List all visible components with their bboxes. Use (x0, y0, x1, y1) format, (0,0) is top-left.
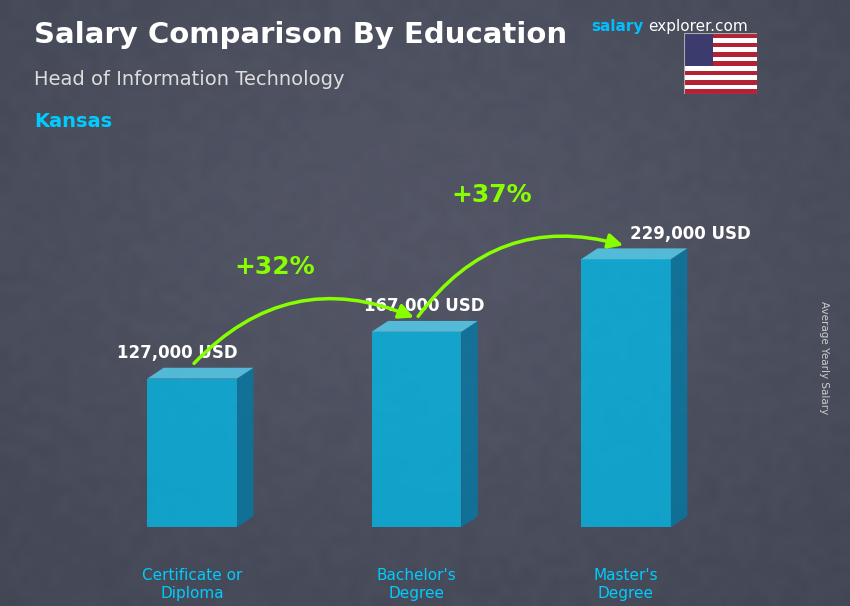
Bar (684, 33, 713, 66)
Bar (684, 85, 756, 89)
Text: explorer.com: explorer.com (649, 19, 748, 35)
Polygon shape (147, 368, 253, 379)
Polygon shape (581, 248, 688, 259)
Text: Master's
Degree: Master's Degree (593, 568, 658, 601)
Text: 167,000 USD: 167,000 USD (364, 298, 484, 315)
Bar (684, 89, 756, 94)
Text: 229,000 USD: 229,000 USD (630, 225, 751, 243)
Polygon shape (671, 248, 688, 527)
Bar (684, 52, 756, 56)
Polygon shape (371, 321, 478, 332)
Text: Salary Comparison By Education: Salary Comparison By Education (34, 21, 567, 49)
Bar (684, 47, 756, 52)
Bar (684, 61, 756, 66)
Text: Certificate or
Diploma: Certificate or Diploma (142, 568, 242, 601)
Bar (684, 56, 756, 61)
Text: +37%: +37% (451, 183, 531, 207)
Polygon shape (147, 379, 237, 527)
Bar (684, 80, 756, 85)
Polygon shape (371, 332, 462, 527)
Text: Bachelor's
Degree: Bachelor's Degree (377, 568, 456, 601)
Bar (684, 42, 756, 47)
Polygon shape (581, 259, 671, 527)
Bar (684, 71, 756, 75)
Polygon shape (462, 321, 478, 527)
Text: +32%: +32% (234, 256, 314, 279)
Bar (684, 66, 756, 71)
Text: Kansas: Kansas (34, 112, 112, 131)
Bar (684, 33, 756, 38)
Text: Head of Information Technology: Head of Information Technology (34, 70, 344, 88)
Text: salary: salary (591, 19, 643, 35)
Bar (684, 38, 756, 42)
Text: Average Yearly Salary: Average Yearly Salary (819, 301, 829, 414)
Polygon shape (237, 368, 253, 527)
Bar (684, 75, 756, 80)
Text: 127,000 USD: 127,000 USD (117, 344, 238, 362)
